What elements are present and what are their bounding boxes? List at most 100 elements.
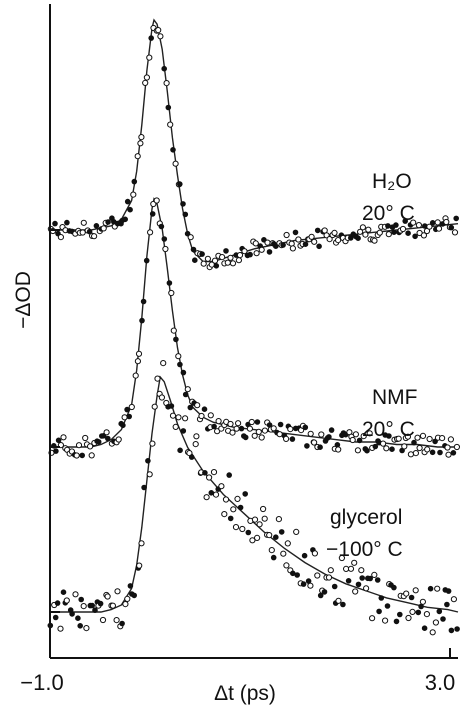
plot-area xyxy=(47,18,460,636)
data-point xyxy=(391,584,397,591)
data-point xyxy=(421,625,428,632)
data-point xyxy=(247,251,253,258)
data-point xyxy=(407,451,414,458)
data-point xyxy=(365,226,372,233)
data-point xyxy=(63,597,70,604)
data-point xyxy=(218,483,225,490)
data-point xyxy=(261,427,268,434)
data-point xyxy=(234,495,241,502)
data-point xyxy=(177,361,183,368)
data-point xyxy=(412,450,419,457)
data-point xyxy=(54,600,61,606)
data-point xyxy=(151,403,158,410)
data-point xyxy=(137,140,144,147)
x-tick-label: 3.0 xyxy=(425,670,456,695)
data-point xyxy=(119,620,125,627)
data-point xyxy=(105,219,111,225)
data-point xyxy=(60,589,67,596)
data-point xyxy=(284,540,291,547)
data-point xyxy=(248,418,255,426)
data-point xyxy=(215,418,222,425)
data-point xyxy=(242,434,249,441)
data-point xyxy=(451,229,459,236)
data-point xyxy=(307,430,314,437)
data-point xyxy=(180,201,186,207)
data-point xyxy=(326,434,332,440)
data-point xyxy=(295,236,302,243)
data-point xyxy=(432,619,439,626)
data-point xyxy=(395,435,402,442)
data-point xyxy=(157,33,164,40)
data-point xyxy=(363,585,370,592)
data-point xyxy=(357,228,364,235)
data-point xyxy=(99,616,107,624)
data-point xyxy=(335,237,342,244)
data-point xyxy=(236,252,244,259)
data-point xyxy=(401,443,408,450)
data-point xyxy=(168,403,175,409)
data-point xyxy=(165,104,172,111)
data-point xyxy=(160,360,167,367)
data-point xyxy=(374,577,381,583)
data-point xyxy=(273,534,279,541)
data-point xyxy=(222,496,230,503)
data-point xyxy=(127,583,134,589)
data-point xyxy=(447,436,454,443)
data-point xyxy=(378,595,385,601)
data-point xyxy=(362,231,369,238)
data-point xyxy=(184,386,191,393)
data-point xyxy=(229,260,237,267)
data-point xyxy=(113,617,120,624)
data-point xyxy=(143,257,150,264)
axis-ticks xyxy=(49,229,451,658)
data-point xyxy=(138,134,145,141)
data-point xyxy=(193,433,200,440)
data-point xyxy=(338,554,345,562)
data-point xyxy=(351,559,358,566)
data-point xyxy=(258,246,265,253)
data-point xyxy=(448,224,455,231)
data-point xyxy=(434,585,441,592)
data-point xyxy=(246,425,253,432)
data-point xyxy=(233,425,240,432)
data-point xyxy=(264,239,271,246)
data-point xyxy=(187,404,194,411)
data-point xyxy=(266,532,273,539)
data-point xyxy=(88,452,95,459)
data-point xyxy=(352,431,359,438)
data-point xyxy=(302,424,309,431)
data-point xyxy=(415,222,422,229)
data-point xyxy=(393,618,400,625)
data-point xyxy=(340,601,346,608)
data-point xyxy=(180,428,187,434)
data-point xyxy=(251,432,258,439)
data-point xyxy=(307,582,314,589)
data-point xyxy=(266,249,273,255)
data-point xyxy=(450,450,457,456)
data-point xyxy=(437,449,443,456)
data-point xyxy=(93,223,100,229)
data-point xyxy=(73,452,80,459)
data-point xyxy=(356,437,363,444)
data-point xyxy=(138,540,145,547)
data-point xyxy=(403,590,410,597)
x-axis-label: Δt (ps) xyxy=(214,682,276,705)
data-point xyxy=(238,425,245,432)
data-point xyxy=(328,427,335,433)
data-point xyxy=(224,259,231,266)
data-point xyxy=(420,232,427,239)
data-point xyxy=(57,234,65,241)
data-point xyxy=(127,206,133,213)
data-point xyxy=(170,327,177,334)
data-point xyxy=(135,350,143,357)
data-point xyxy=(172,160,179,167)
data-point xyxy=(366,430,373,437)
axes xyxy=(49,4,458,659)
data-point xyxy=(79,452,85,459)
data-point xyxy=(402,218,409,224)
data-point xyxy=(188,454,195,460)
data-point xyxy=(326,236,333,243)
data-point xyxy=(444,601,450,608)
data-point xyxy=(435,225,443,232)
data-point xyxy=(245,529,252,536)
